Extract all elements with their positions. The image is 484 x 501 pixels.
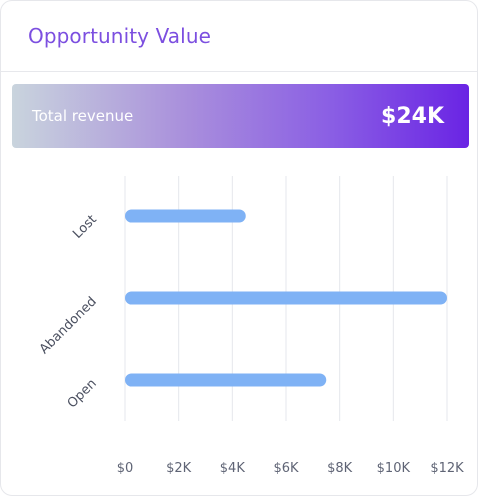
bar-lost[interactable]	[125, 209, 246, 223]
x-tick-label: $12K	[430, 461, 464, 476]
x-tick-label: $8K	[327, 461, 353, 476]
chart-bars	[125, 209, 447, 387]
card-title: Opportunity Value	[28, 24, 211, 48]
opportunity-bar-chart: Lost Abandoned Open $0 $2K $4K $6K $8K $10K $12K	[37, 176, 464, 476]
total-revenue-label: Total revenue	[32, 107, 134, 125]
total-revenue-banner: Total revenue $24K	[12, 84, 469, 148]
opportunity-value-card: Opportunity Value Total revenue $24K Los…	[0, 0, 478, 496]
chart-x-tick-labels: $0 $2K $4K $6K $8K $10K $12K	[117, 461, 464, 476]
x-tick-label: $0	[117, 461, 134, 476]
category-label: Open	[65, 376, 100, 411]
x-tick-label: $2K	[166, 461, 192, 476]
card-header: Opportunity Value	[1, 1, 477, 72]
bar-open[interactable]	[125, 373, 327, 387]
category-label: Abandoned	[37, 294, 100, 357]
chart-category-labels: Lost Abandoned Open	[37, 212, 100, 411]
x-tick-label: $10K	[377, 461, 411, 476]
category-label: Lost	[70, 212, 100, 242]
x-tick-label: $6K	[273, 461, 299, 476]
total-revenue-value: $24K	[381, 103, 444, 129]
bar-abandoned[interactable]	[125, 291, 447, 305]
x-tick-label: $4K	[220, 461, 246, 476]
